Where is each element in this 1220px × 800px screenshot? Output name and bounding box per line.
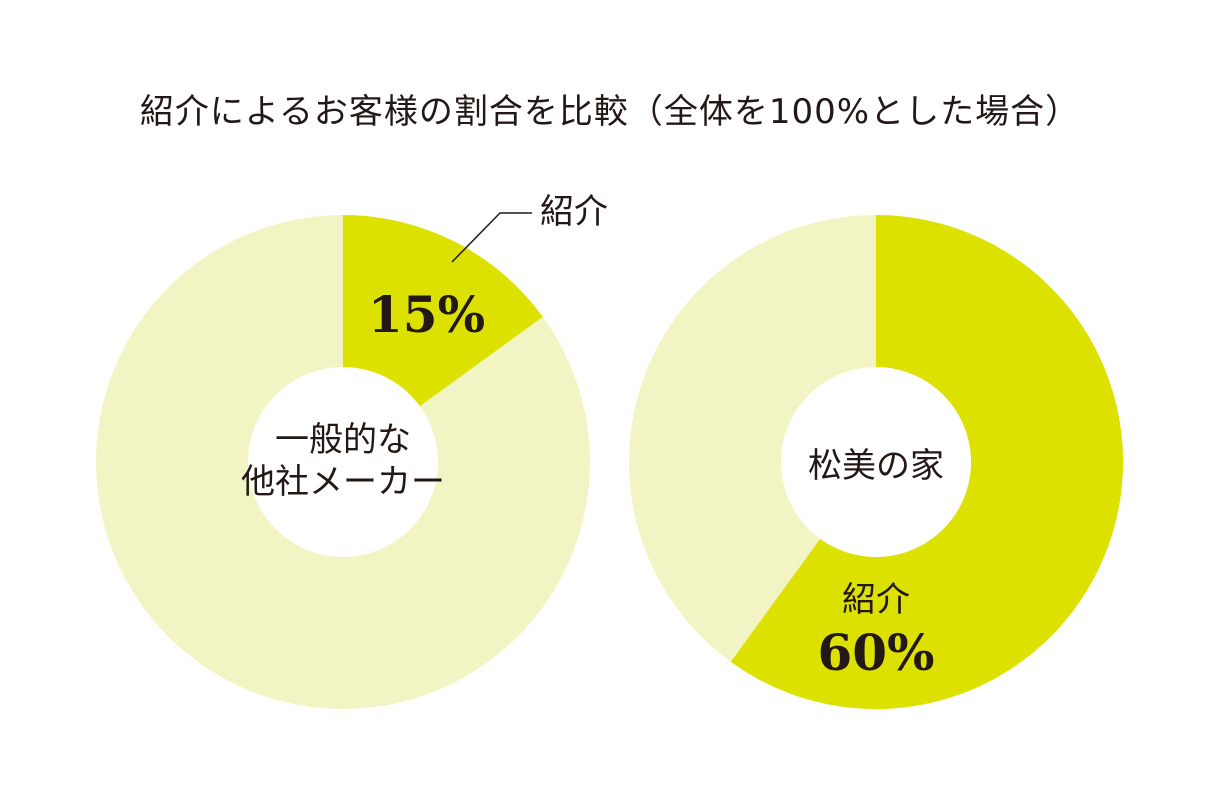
donut-other-makers <box>96 212 590 709</box>
center-label-left-line2: 他社メーカー <box>241 462 445 502</box>
slice-label-referral-left: 紹介 <box>540 192 608 232</box>
slice-value-right: 60% <box>817 623 935 682</box>
donut-hole <box>781 367 971 557</box>
donut-hole <box>248 367 438 557</box>
slice-value-left: 15% <box>368 285 486 344</box>
donut-matsumi <box>629 215 1124 709</box>
leader-line <box>451 212 532 263</box>
slice-label-referral-right: 紹介 <box>842 580 910 620</box>
center-label-left-line1: 一般的な <box>275 420 411 460</box>
center-label-right: 松美の家 <box>808 446 944 486</box>
chart-title: 紹介によるお客様の割合を比較（全体を100%とした場合） <box>139 92 1081 132</box>
